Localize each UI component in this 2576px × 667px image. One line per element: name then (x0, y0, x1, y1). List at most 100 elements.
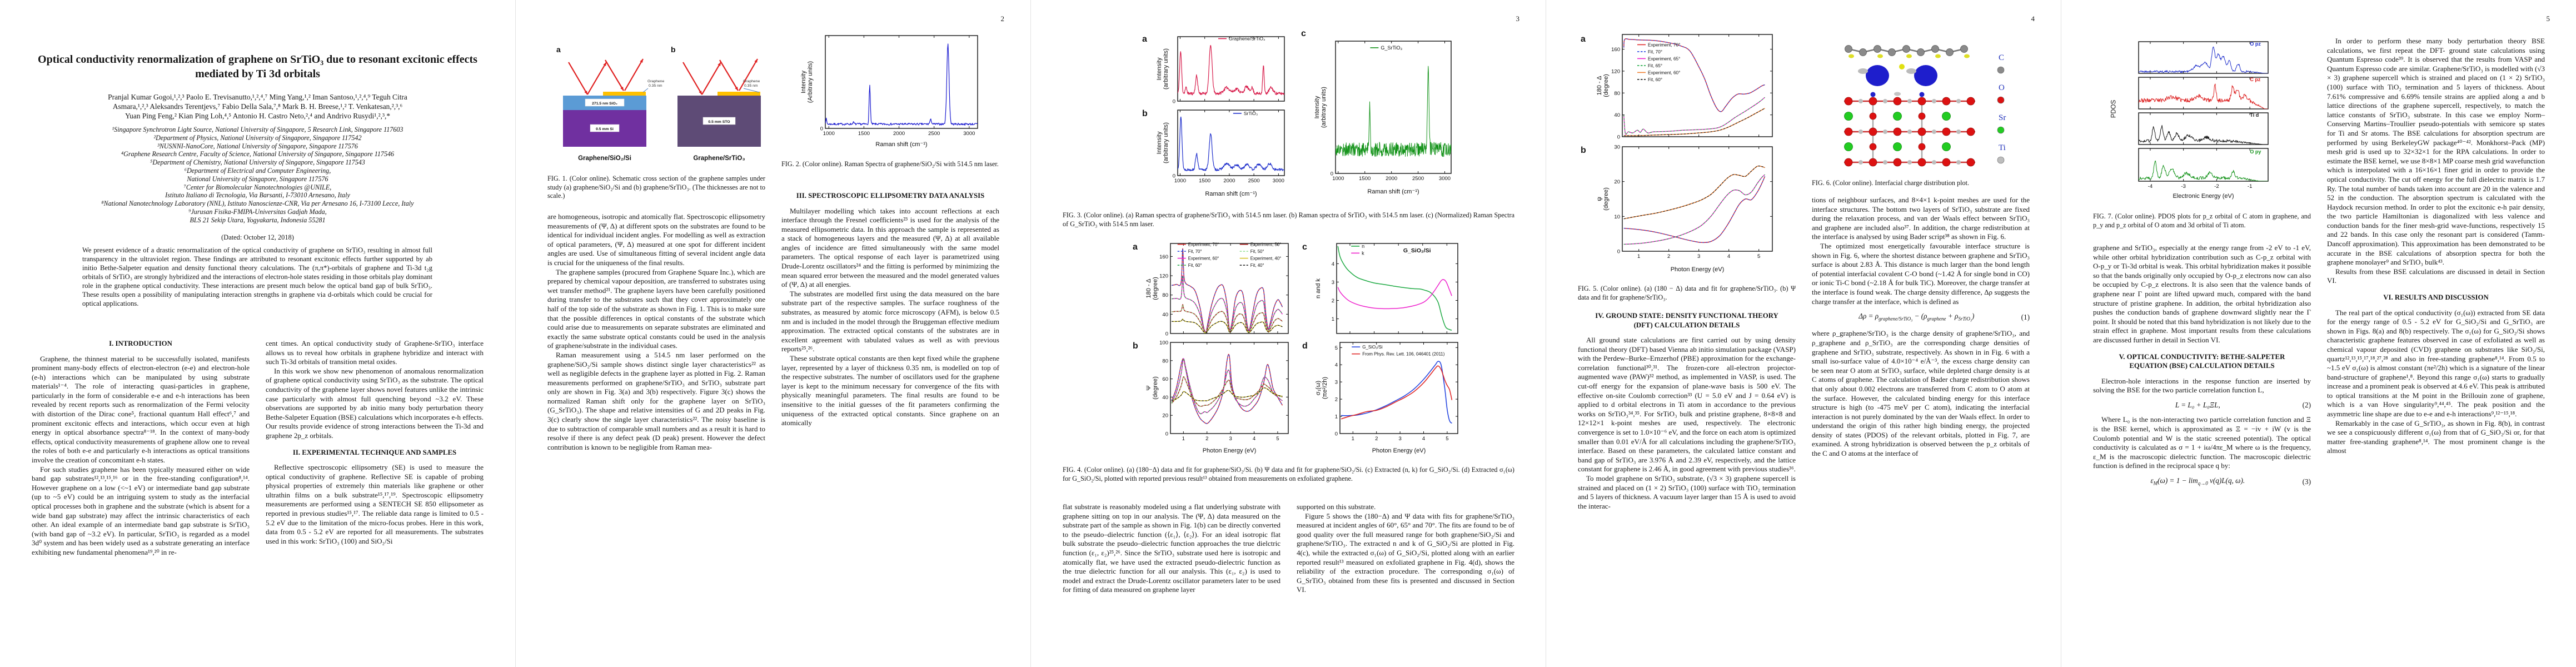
svg-text:3000: 3000 (963, 131, 975, 137)
svg-text:σ₁(ω): σ₁(ω) (1315, 381, 1322, 395)
page2-left-column: are homogeneous, isotropic and atomicall… (547, 212, 765, 452)
panel-label-c: c (1302, 242, 1307, 252)
svg-text:4: 4 (1727, 253, 1730, 260)
svg-text:C: C (1999, 53, 2004, 62)
text-line: Istituto Italiano di Tecnologia, Via Bar… (165, 191, 350, 200)
svg-text:Graphene: Graphene (647, 79, 664, 83)
svg-text:0.5 mm STO: 0.5 mm STO (708, 120, 730, 124)
svg-text:180 - Δ: 180 - Δ (1145, 278, 1152, 298)
svg-text:Fit, 65°: Fit, 65° (1648, 63, 1662, 68)
paragraph: Reflective spectroscopic ellipsometry (S… (266, 463, 484, 545)
figure-4b-psi-chart: 1 2 3 4 5 0 20 40 60 80 100 Photon Energy (eV) Ψ (deg… (1145, 340, 1289, 454)
svg-text:4: 4 (1332, 261, 1334, 267)
svg-text:1: 1 (1182, 436, 1185, 442)
svg-text:1: 1 (1332, 316, 1334, 322)
svg-text:271.5 nm SiO₂: 271.5 nm SiO₂ (592, 102, 617, 106)
figure-5b-psi-chart: 1 2 3 4 5 0 10 20 30 Photon Energy (eV) ψ (degree) (1596, 145, 1773, 273)
svg-text:0: 0 (820, 126, 823, 132)
svg-text:3: 3 (1335, 380, 1338, 386)
paragraph: supported on this substrate. (1297, 502, 1376, 511)
svg-text:1500: 1500 (1359, 176, 1371, 182)
svg-text:Experiment, 60°: Experiment, 60° (1188, 256, 1219, 261)
panel-label-d: d (1302, 341, 1308, 351)
paragraph: where ρ_graphene/SrTiO₃ is the charge de… (1812, 329, 2030, 458)
intro-paragraphs-cont: cent times. An optical conductivity stud… (266, 339, 484, 441)
paragraph: To model graphene on SrTiO₃ substrate, (… (1578, 474, 1796, 510)
svg-text:3: 3 (1229, 436, 1232, 442)
paragraph: All ground state calculations are first … (1578, 336, 1796, 474)
svg-text:C pz: C pz (2250, 77, 2260, 82)
paragraph: The substrates are modelled first using … (781, 289, 999, 354)
text-line: ⁹Jurusan Fisika-FMIPA-Universitas Gadjah… (188, 207, 327, 216)
text-line: Pranjal Kumar Gogoi,¹,²,³ Paolo E. Trevi… (108, 93, 407, 101)
svg-text:G_SrTiO₃: G_SrTiO₃ (1381, 45, 1402, 51)
svg-text:1500: 1500 (858, 131, 870, 137)
text-line: ⁸National Nanotechnology Laboratory (NNL… (101, 200, 414, 208)
paragraph: In this work we show new phenomenon of a… (266, 366, 484, 440)
svg-text:3000: 3000 (1273, 178, 1284, 184)
paragraph: The graphene samples (procured from Grap… (547, 267, 765, 350)
svg-text:b: b (671, 45, 676, 54)
svg-text:Sr: Sr (1999, 113, 2006, 122)
text-line: ¹Singapore Synchrotron Light Source, Nat… (112, 126, 403, 133)
svg-text:Ti d: Ti d (2250, 112, 2259, 118)
paragraph: For such studies graphene has been typic… (32, 465, 250, 556)
svg-text:-3: -3 (2181, 183, 2185, 190)
svg-text:5: 5 (1757, 253, 1760, 260)
page-number: 5 (2546, 14, 2550, 23)
figure-7-pdos-opy: -4 -3 -2 -1 Electronic Energy (eV) O py (2138, 148, 2269, 200)
text-line: ²Department of Physics, National Univers… (153, 133, 362, 142)
experimental-paragraphs: Reflective spectroscopic ellipsometry (S… (266, 463, 484, 546)
svg-text:80: 80 (1614, 91, 1620, 97)
svg-text:(arbitrary units): (arbitrary units) (1321, 87, 1327, 128)
svg-text:0.35 nm: 0.35 nm (744, 84, 758, 88)
svg-text:a: a (556, 45, 561, 54)
figure-3c-raman-normalized: 1000 1500 2000 2500 3000 0 Raman shift (cm⁻¹) I… (1314, 41, 1452, 195)
svg-text:(degree): (degree) (1152, 376, 1159, 400)
text-line: ⁵Department of Chemistry, National Unive… (150, 158, 365, 167)
page3-right-column: supported on this substrate. Figure 5 sho… (1297, 502, 1514, 595)
paragraph: cent times. An optical conductivity stud… (266, 339, 484, 366)
panel-label-c: c (1301, 29, 1306, 38)
equation-2: L = L₀ + L₀ΞL, (2) (2093, 401, 2311, 410)
section-heading-dft: IV. GROUND STATE: DENSITY FUNCTIONAL THE… (1595, 312, 1778, 329)
page-2: 2 a 271.5 nm SiO₂ 0.5 mm Si Graphene 0.35 nm… (515, 0, 1031, 667)
svg-text:Raman shift (cm⁻¹): Raman shift (cm⁻¹) (1205, 191, 1257, 197)
paragraph: Graphene, the thinnest material to be su… (32, 354, 250, 465)
page-3: 3 a 0 Intensity (arbitrary units) Graphene/… (1030, 0, 1546, 667)
page-5: 5 PDOS O pz C pz Ti d -4 -3 -2 -1 Electronic… (2061, 0, 2576, 667)
svg-text:Graphene/SrTiO₃: Graphene/SrTiO₃ (1229, 36, 1265, 41)
figure-4c-nk-chart: 1 2 3 4 n and k nk G_SiO₂/Si (1315, 243, 1458, 334)
page-number: 4 (2031, 14, 2035, 23)
svg-text:G_SiO₂/Si: G_SiO₂/Si (1403, 247, 1431, 254)
page3-left-column: flat substrate is reasonably modeled usi… (1063, 502, 1280, 595)
intro-paragraphs: Graphene, the thinnest material to be su… (32, 355, 250, 558)
paragraph: Figure 5 shows the (180−Δ) and Ψ data wi… (1297, 511, 1514, 594)
panel-label-b: b (1581, 146, 1586, 155)
samples-paragraphs: are homogeneous, isotropic and atomicall… (547, 212, 765, 452)
paragraph: flat substrate is reasonably modeled usi… (1063, 502, 1280, 594)
svg-text:Raman shift (cm⁻¹): Raman shift (cm⁻¹) (875, 141, 927, 148)
figure-6-interfacial-charge-structure: C O Sr Ti (1844, 45, 2006, 167)
svg-text:Ti: Ti (1999, 143, 2006, 152)
svg-text:Ψ: Ψ (1145, 385, 1152, 390)
figure-3b-raman-srtio3: 1000 1500 2000 2500 3000 0 Raman shift (cm⁻¹) I… (1156, 109, 1285, 197)
paragraph: In order to perform these many body pert… (2327, 37, 2545, 267)
svg-text:(degree): (degree) (1152, 277, 1159, 300)
svg-text:2500: 2500 (1412, 176, 1424, 182)
svg-text:(πe²/2h): (πe²/2h) (1322, 377, 1328, 399)
paragraph: are homogeneous, isotropic and atomicall… (547, 212, 765, 267)
panel-label-a: a (1581, 34, 1586, 44)
svg-text:5: 5 (1446, 436, 1448, 442)
panel-label-a: a (1133, 242, 1138, 252)
svg-text:0: 0 (1165, 431, 1168, 437)
svg-text:Fit, 50°: Fit, 50° (1250, 249, 1264, 254)
svg-text:1000: 1000 (1332, 176, 1344, 182)
results-paragraphs: The real part of the optical conductivit… (2327, 308, 2545, 456)
panel-label-b: b (1133, 341, 1138, 351)
svg-text:1: 1 (1352, 436, 1354, 442)
svg-text:1000: 1000 (1174, 178, 1186, 184)
svg-text:Fit, 70°: Fit, 70° (1648, 49, 1662, 54)
figure-4-caption: FIG. 4. (Color online). (a) (180−Δ) data… (1063, 466, 1514, 482)
svg-text:3: 3 (1398, 436, 1401, 442)
